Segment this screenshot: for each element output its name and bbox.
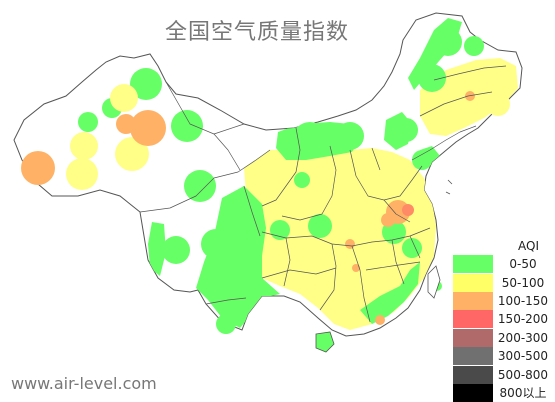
legend-item: 150-200 [453,310,553,329]
legend-swatch [453,328,493,347]
legend-swatch [453,347,493,366]
coast-dots [445,179,453,195]
legend-label: 500-800 [497,367,549,382]
legend-swatch [453,383,493,402]
legend-swatch [453,291,493,310]
legend-item: 500-800 [453,365,553,384]
legend-label: 50-100 [501,275,545,290]
legend-item: 0-50 [453,255,553,274]
legend-label: 200-300 [497,330,549,345]
aqi-legend: AQI 0-50 50-100 100-150 150-200 200-300 … [453,237,553,402]
legend-swatch [453,310,493,329]
station-blobs [21,28,510,350]
legend-label: 300-500 [497,349,549,364]
legend-swatch [453,255,493,274]
taiwan-island [427,265,441,299]
legend-item: 100-150 [453,291,553,310]
legend-item: 200-300 [453,328,553,347]
map-title: 全国空气质量指数 [165,20,350,45]
legend-item: 50-100 [453,273,553,292]
legend-label: 800以上 [499,386,547,401]
legend-label: 0-50 [509,257,537,272]
legend-label: 100-150 [497,293,549,308]
legend-label: 150-200 [497,312,549,327]
legend-swatch [453,273,493,292]
legend-title: AQI [518,239,539,253]
watermark-url: www.air-level.com [11,374,157,393]
legend-item: 300-500 [453,347,553,366]
legend-item: 800以上 [453,383,553,402]
legend-swatch [453,365,493,384]
hainan-island [315,331,335,353]
province-borders [139,65,507,323]
